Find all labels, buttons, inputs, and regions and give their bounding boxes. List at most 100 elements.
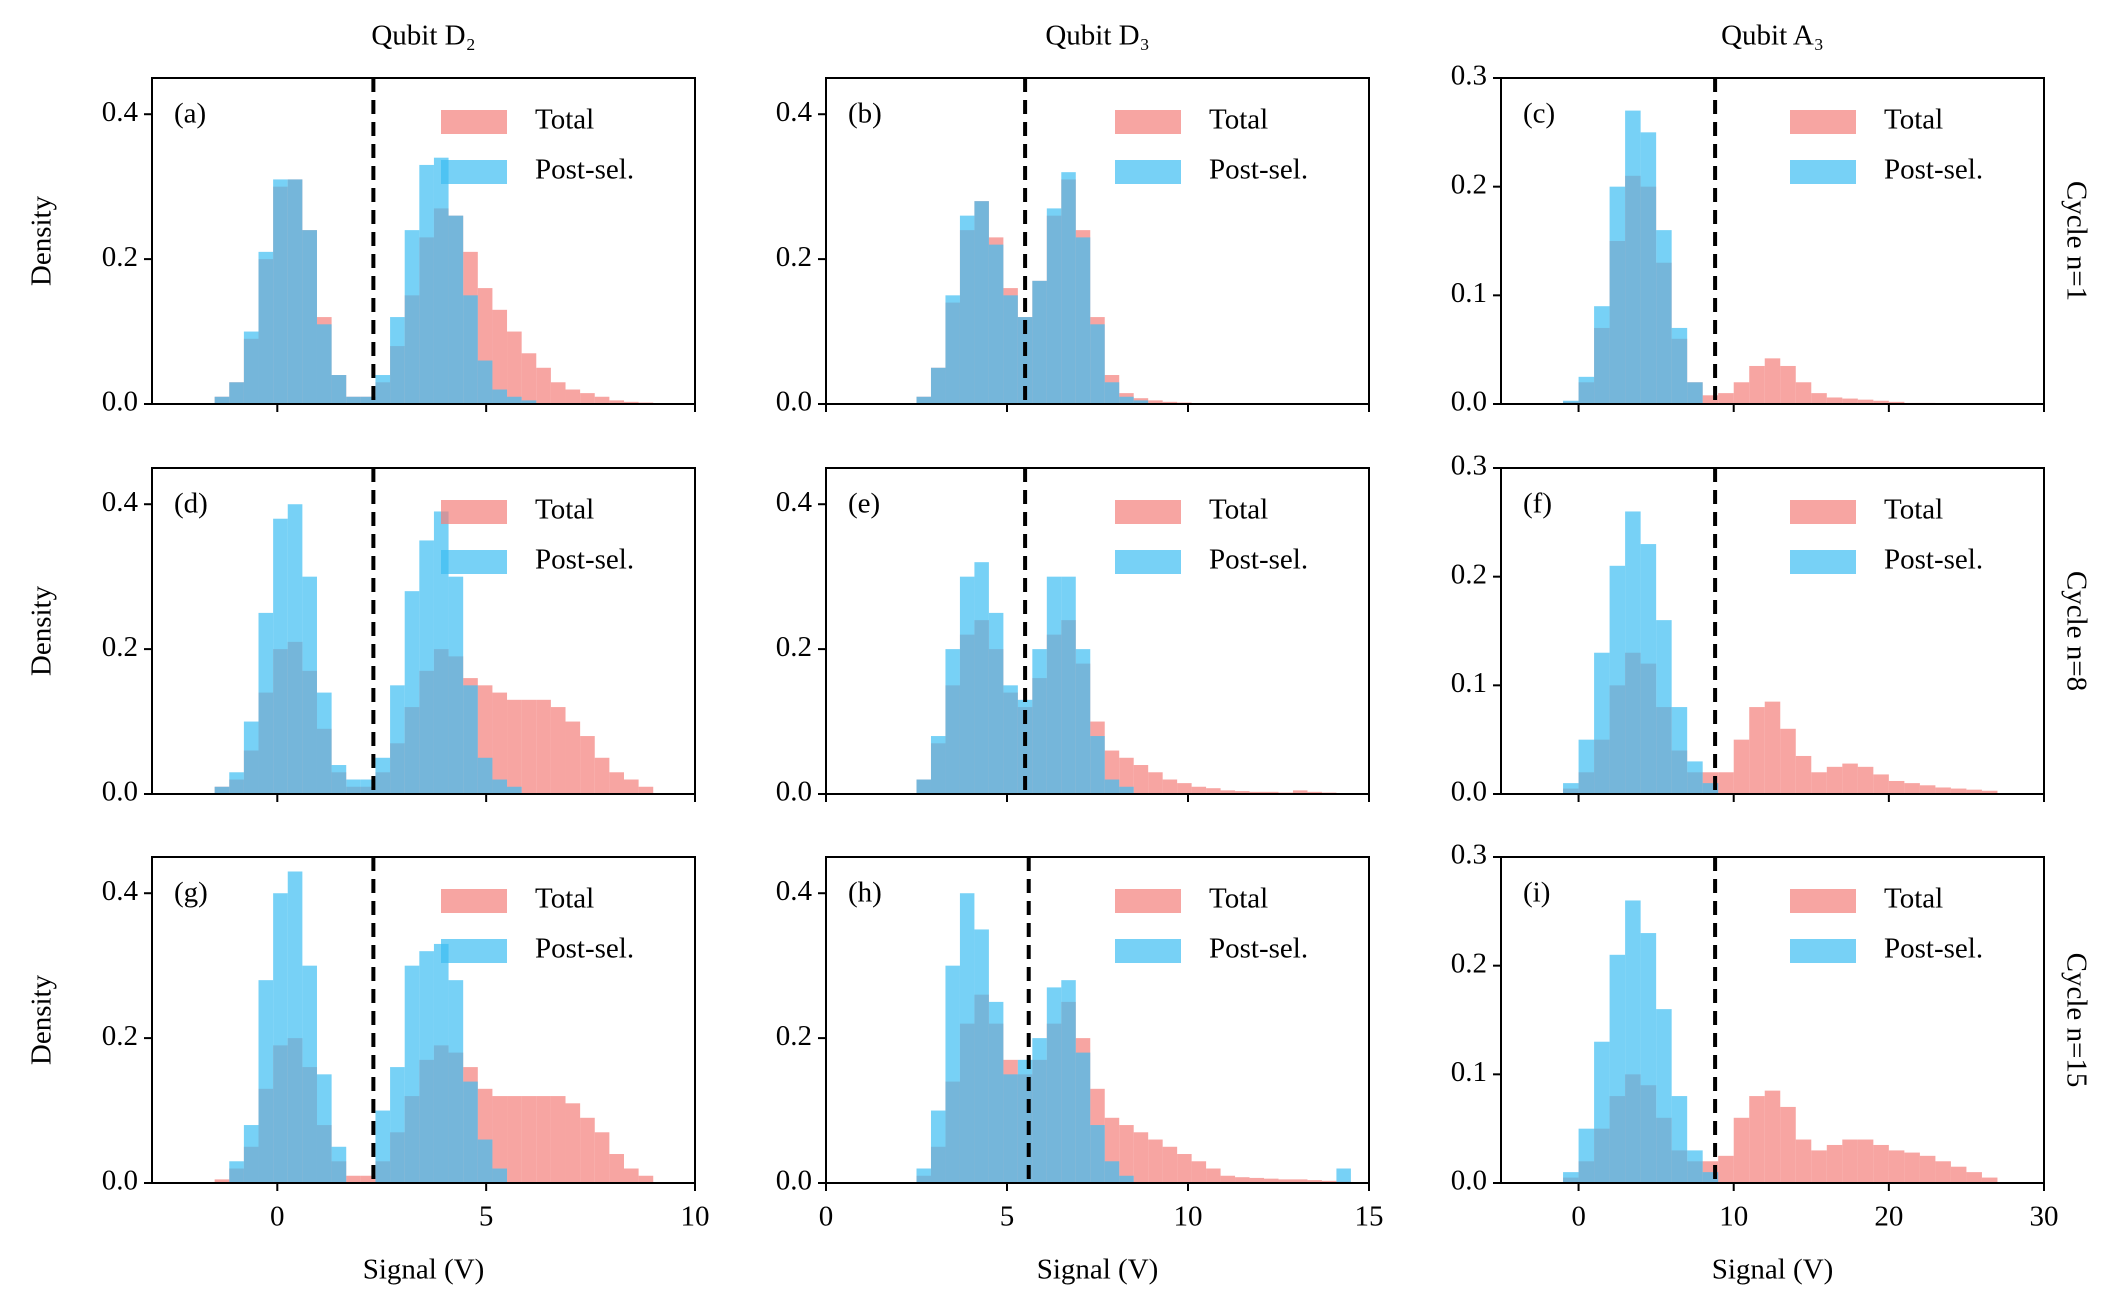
histogram-bar: [1671, 707, 1688, 794]
histogram-bar: [390, 685, 405, 794]
histogram-bar: [507, 699, 522, 794]
panel: 0 5 10 0.0 0.2 0.4 (g) Total Post-sel. Density Sig…: [26, 856, 710, 1286]
axes-frame: [825, 467, 1370, 795]
histogram-bar: [463, 1081, 478, 1183]
histogram-bar: [390, 317, 405, 404]
histogram-bar: [1075, 1052, 1091, 1183]
histogram-bar: [580, 736, 595, 794]
histogram-bar: [1842, 763, 1858, 794]
histogram-bar: [1249, 791, 1265, 794]
histogram-bar: [565, 721, 581, 794]
histogram-bar: [448, 215, 464, 404]
axes-frame: [1500, 467, 2045, 795]
histogram-bar: [287, 871, 303, 1183]
histogram-bar: [258, 980, 274, 1183]
histogram-bar: [1133, 400, 1149, 404]
histogram-bar: [331, 765, 347, 794]
histogram-bar: [1811, 393, 1827, 404]
histogram-bar: [1640, 132, 1657, 404]
plot-area: [1563, 78, 1936, 404]
histogram-bar: [930, 1110, 946, 1183]
histogram-bar: [1220, 790, 1236, 794]
histogram-bar: [1104, 382, 1120, 404]
histogram-bar: [1749, 365, 1765, 404]
legend-swatch: [441, 160, 507, 184]
histogram-bar: [433, 943, 449, 1183]
histogram-bar: [477, 360, 493, 404]
histogram-bar: [1888, 401, 1905, 404]
histogram-bar: [1264, 1178, 1279, 1183]
histogram-bar: [1177, 783, 1192, 794]
histogram-bar: [1842, 398, 1858, 404]
histogram-bar: [1718, 393, 1734, 404]
x-tick-label: 20: [1874, 1201, 1903, 1233]
histogram-bar: [492, 389, 508, 404]
histogram-bar: [916, 396, 931, 404]
panel: 0.0 0.2 0.4 (a) Total Post-sel. Qubit D₂ Densit…: [26, 20, 696, 418]
legend-label: Total: [535, 494, 594, 526]
legend-swatch: [441, 889, 507, 913]
histogram-bar: [477, 1139, 493, 1183]
legend-swatch: [1115, 110, 1181, 134]
histogram-bar: [243, 721, 259, 794]
y-tick-label: 0.4: [776, 486, 813, 518]
y-tick-label: 0.0: [1451, 386, 1487, 418]
histogram-bar: [1795, 382, 1812, 404]
histogram-bar: [1578, 739, 1595, 794]
histogram-bar: [1148, 400, 1163, 404]
legend-label: Total: [535, 104, 594, 136]
histogram-bar: [1090, 1125, 1105, 1183]
histogram-bar: [1656, 1009, 1672, 1183]
histogram-bar: [419, 540, 434, 794]
y-tick-label: 0.2: [776, 241, 812, 273]
histogram-bar: [1873, 1144, 1889, 1183]
histogram-bar: [463, 685, 478, 794]
histogram-bar: [1764, 1090, 1781, 1183]
y-tick-label: 0.2: [1451, 558, 1487, 590]
histogram-bar: [273, 893, 288, 1183]
y-axis-label: Density: [26, 974, 58, 1065]
panel: 0.0 0.2 0.4 (b) Total Post-sel. Qubit D₃: [776, 20, 1370, 418]
histogram-bar: [945, 295, 960, 404]
histogram-bar: [1133, 1132, 1149, 1183]
histogram-bar: [1061, 576, 1076, 794]
axes-frame: [1500, 856, 2045, 1184]
y-tick-label: 0.0: [102, 1165, 138, 1197]
histogram-bar: [1718, 772, 1734, 794]
histogram-bar: [1966, 1172, 1982, 1183]
axes-frame: [151, 467, 696, 795]
panel-label: (e): [848, 488, 880, 520]
histogram-bar: [1264, 791, 1279, 794]
legend-label: Total: [1209, 494, 1268, 526]
histogram-bar: [1104, 1161, 1120, 1183]
x-tick-label: 30: [2030, 1201, 2059, 1233]
histogram-bar: [492, 309, 508, 404]
histogram-bar: [346, 1175, 361, 1183]
histogram-bar: [1046, 987, 1062, 1183]
histogram-bar: [229, 382, 244, 404]
y-tick-label: 0.4: [102, 96, 139, 128]
histogram-bar: [1733, 739, 1750, 794]
histogram-bar: [1191, 786, 1207, 794]
plot-area: [916, 468, 1351, 794]
histogram-bar: [1292, 1179, 1308, 1183]
histogram-bar: [1609, 565, 1626, 794]
histogram-bar: [1826, 397, 1843, 404]
histogram-bar: [959, 576, 975, 794]
histogram-bar: [959, 215, 975, 404]
histogram-bar: [1935, 1161, 1951, 1183]
x-axis-label: Signal (V): [1037, 1254, 1159, 1286]
histogram-bar: [1826, 766, 1843, 794]
histogram-bar: [258, 251, 274, 404]
histogram-bar: [521, 699, 537, 794]
histogram-bar: [594, 396, 610, 404]
panel-label: (i): [1523, 877, 1550, 909]
histogram-bar: [1162, 1146, 1178, 1183]
x-tick-label: 0: [819, 1201, 834, 1233]
histogram-bar: [273, 179, 288, 404]
histogram-bar: [930, 736, 946, 794]
histogram-bar: [1133, 765, 1149, 794]
histogram-bar: [1119, 786, 1134, 794]
legend-label: Total: [1884, 104, 1943, 136]
